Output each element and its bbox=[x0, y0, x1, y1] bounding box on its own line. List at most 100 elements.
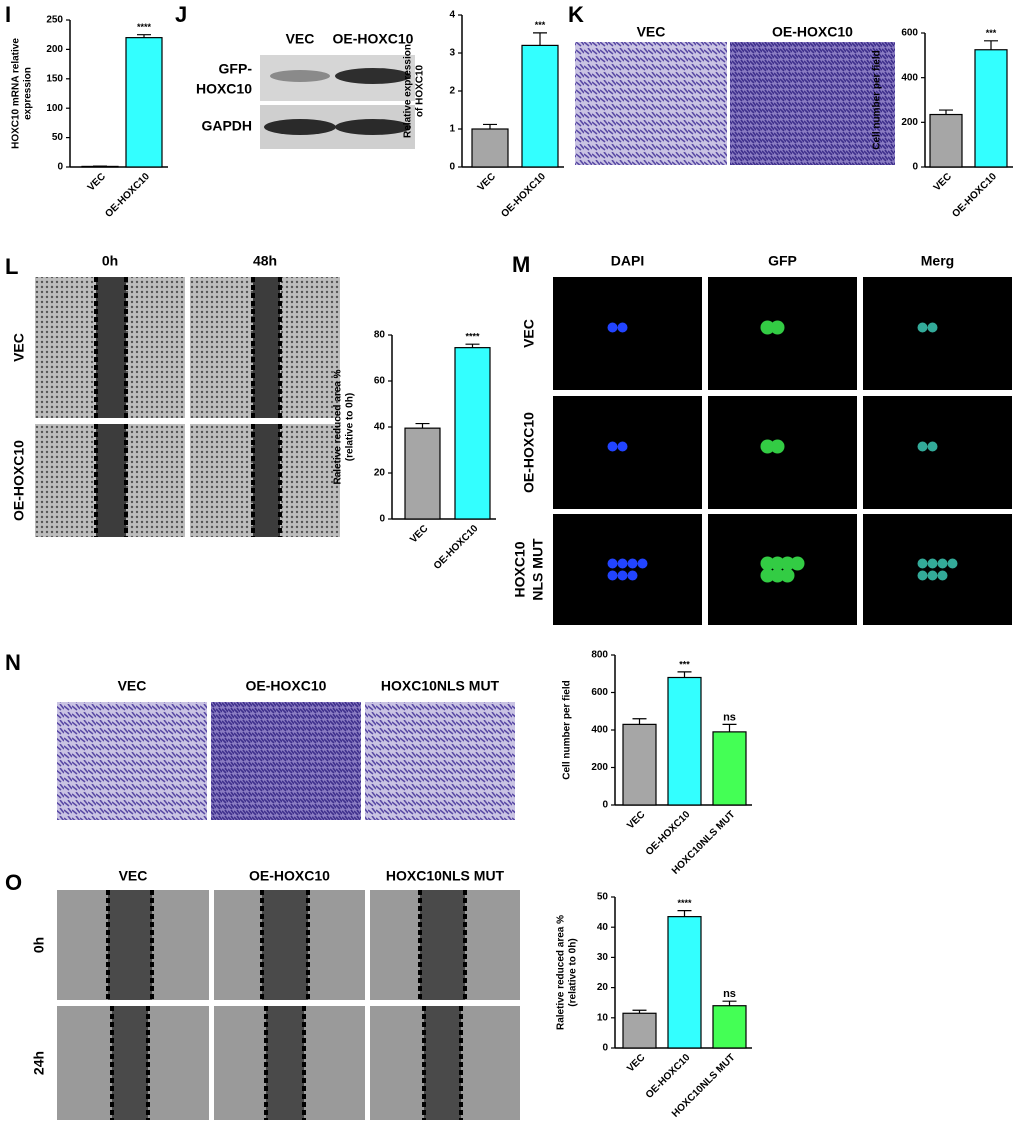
wound bbox=[266, 1006, 304, 1120]
cell bbox=[770, 568, 785, 583]
blot-row-label: HOXC10 bbox=[196, 81, 252, 97]
error-bar bbox=[465, 343, 480, 348]
panel-letter: L bbox=[5, 254, 18, 279]
cell bbox=[770, 556, 785, 571]
wound bbox=[253, 424, 280, 537]
y-tick-label: 20 bbox=[374, 468, 386, 479]
cell bbox=[607, 322, 618, 333]
error-bar bbox=[722, 723, 737, 732]
cell bbox=[760, 320, 775, 335]
panel-letter: N bbox=[5, 650, 21, 675]
image bbox=[708, 277, 857, 390]
cell bbox=[760, 556, 775, 571]
significance-label: **** bbox=[465, 332, 480, 342]
y-tick-label: 1 bbox=[449, 124, 455, 135]
image bbox=[730, 42, 895, 165]
image-row-label: 24h bbox=[31, 1051, 47, 1075]
y-tick-label: 200 bbox=[901, 117, 918, 128]
image-row-label: OE-HOXC10 bbox=[521, 412, 537, 493]
error-bar bbox=[677, 671, 692, 678]
image-column-label: 48h bbox=[253, 253, 277, 269]
error-bar bbox=[632, 1009, 647, 1014]
x-tick-label: VEC bbox=[932, 171, 954, 193]
y-axis-label: (relative to 0h) bbox=[345, 393, 356, 461]
panel-letter: K bbox=[568, 2, 584, 27]
cell bbox=[770, 320, 785, 335]
cell bbox=[927, 441, 938, 452]
y-tick-label: 60 bbox=[374, 376, 386, 387]
image bbox=[708, 514, 857, 625]
x-tick-label: OE-HOXC10 bbox=[103, 171, 152, 220]
cell bbox=[607, 570, 618, 581]
y-axis-label: Raletive reduced area % bbox=[556, 915, 567, 1030]
image-row-label: HOXC10 bbox=[512, 541, 528, 597]
y-tick-label: 40 bbox=[597, 922, 609, 933]
panel-letter: J bbox=[175, 2, 187, 27]
significance-label: **** bbox=[677, 898, 692, 908]
y-axis-label: of HOXC10 bbox=[415, 64, 426, 117]
y-tick-label: 4 bbox=[449, 10, 455, 21]
cell bbox=[617, 322, 628, 333]
error-bar bbox=[415, 422, 430, 429]
image bbox=[553, 277, 702, 390]
image-column-label: OE-HOXC10 bbox=[772, 24, 853, 40]
y-tick-label: 200 bbox=[46, 44, 63, 55]
band bbox=[270, 70, 330, 82]
y-tick-label: 800 bbox=[591, 650, 608, 661]
wound bbox=[96, 277, 126, 418]
y-axis-label: HOXC10 mRNA relative bbox=[11, 38, 22, 149]
y-tick-label: 50 bbox=[52, 132, 64, 143]
cell bbox=[760, 439, 775, 454]
image bbox=[575, 42, 727, 165]
bar bbox=[454, 347, 491, 520]
cell bbox=[780, 556, 795, 571]
error-bar bbox=[677, 909, 692, 917]
cell bbox=[917, 558, 928, 569]
bar bbox=[622, 723, 657, 806]
panel-letter: O bbox=[5, 870, 22, 895]
image bbox=[57, 702, 207, 820]
bar bbox=[667, 916, 702, 1049]
y-axis-label: Raletive reduced area % bbox=[333, 369, 344, 484]
y-tick-label: 100 bbox=[46, 103, 63, 114]
panel-letter: I bbox=[5, 2, 11, 27]
bar bbox=[125, 37, 163, 168]
bar bbox=[712, 1005, 747, 1049]
bar bbox=[521, 44, 559, 168]
wound bbox=[420, 890, 465, 1000]
y-tick-label: 0 bbox=[602, 800, 608, 811]
wound bbox=[424, 1006, 461, 1120]
error-bar bbox=[722, 1000, 737, 1006]
image bbox=[211, 702, 361, 820]
image-column-label: OE-HOXC10 bbox=[249, 868, 330, 884]
y-axis-label: (relative to 0h) bbox=[568, 938, 579, 1006]
y-tick-label: 3 bbox=[449, 48, 455, 59]
image-column-label: HOXC10NLS MUT bbox=[386, 868, 505, 884]
image-column-label: VEC bbox=[119, 868, 148, 884]
y-tick-label: 0 bbox=[379, 514, 385, 525]
error-bar bbox=[984, 40, 998, 50]
image-row-label: 0h bbox=[31, 937, 47, 953]
wound bbox=[253, 277, 280, 418]
image bbox=[553, 396, 702, 509]
y-tick-label: 20 bbox=[597, 982, 609, 993]
image-column-label: Merg bbox=[921, 253, 954, 269]
cell bbox=[607, 558, 618, 569]
cell bbox=[937, 570, 948, 581]
image bbox=[863, 396, 1012, 509]
cell bbox=[927, 322, 938, 333]
wound bbox=[262, 890, 308, 1000]
significance-label: *** bbox=[986, 28, 997, 38]
significance-label: *** bbox=[679, 659, 690, 669]
y-tick-label: 80 bbox=[374, 330, 386, 341]
bar bbox=[929, 113, 963, 168]
significance-label: ns bbox=[723, 988, 736, 1000]
cell bbox=[917, 441, 928, 452]
wound bbox=[96, 424, 126, 537]
error-bar bbox=[533, 32, 547, 46]
cell bbox=[927, 570, 938, 581]
image-column-label: GFP bbox=[768, 253, 797, 269]
wound bbox=[108, 890, 152, 1000]
